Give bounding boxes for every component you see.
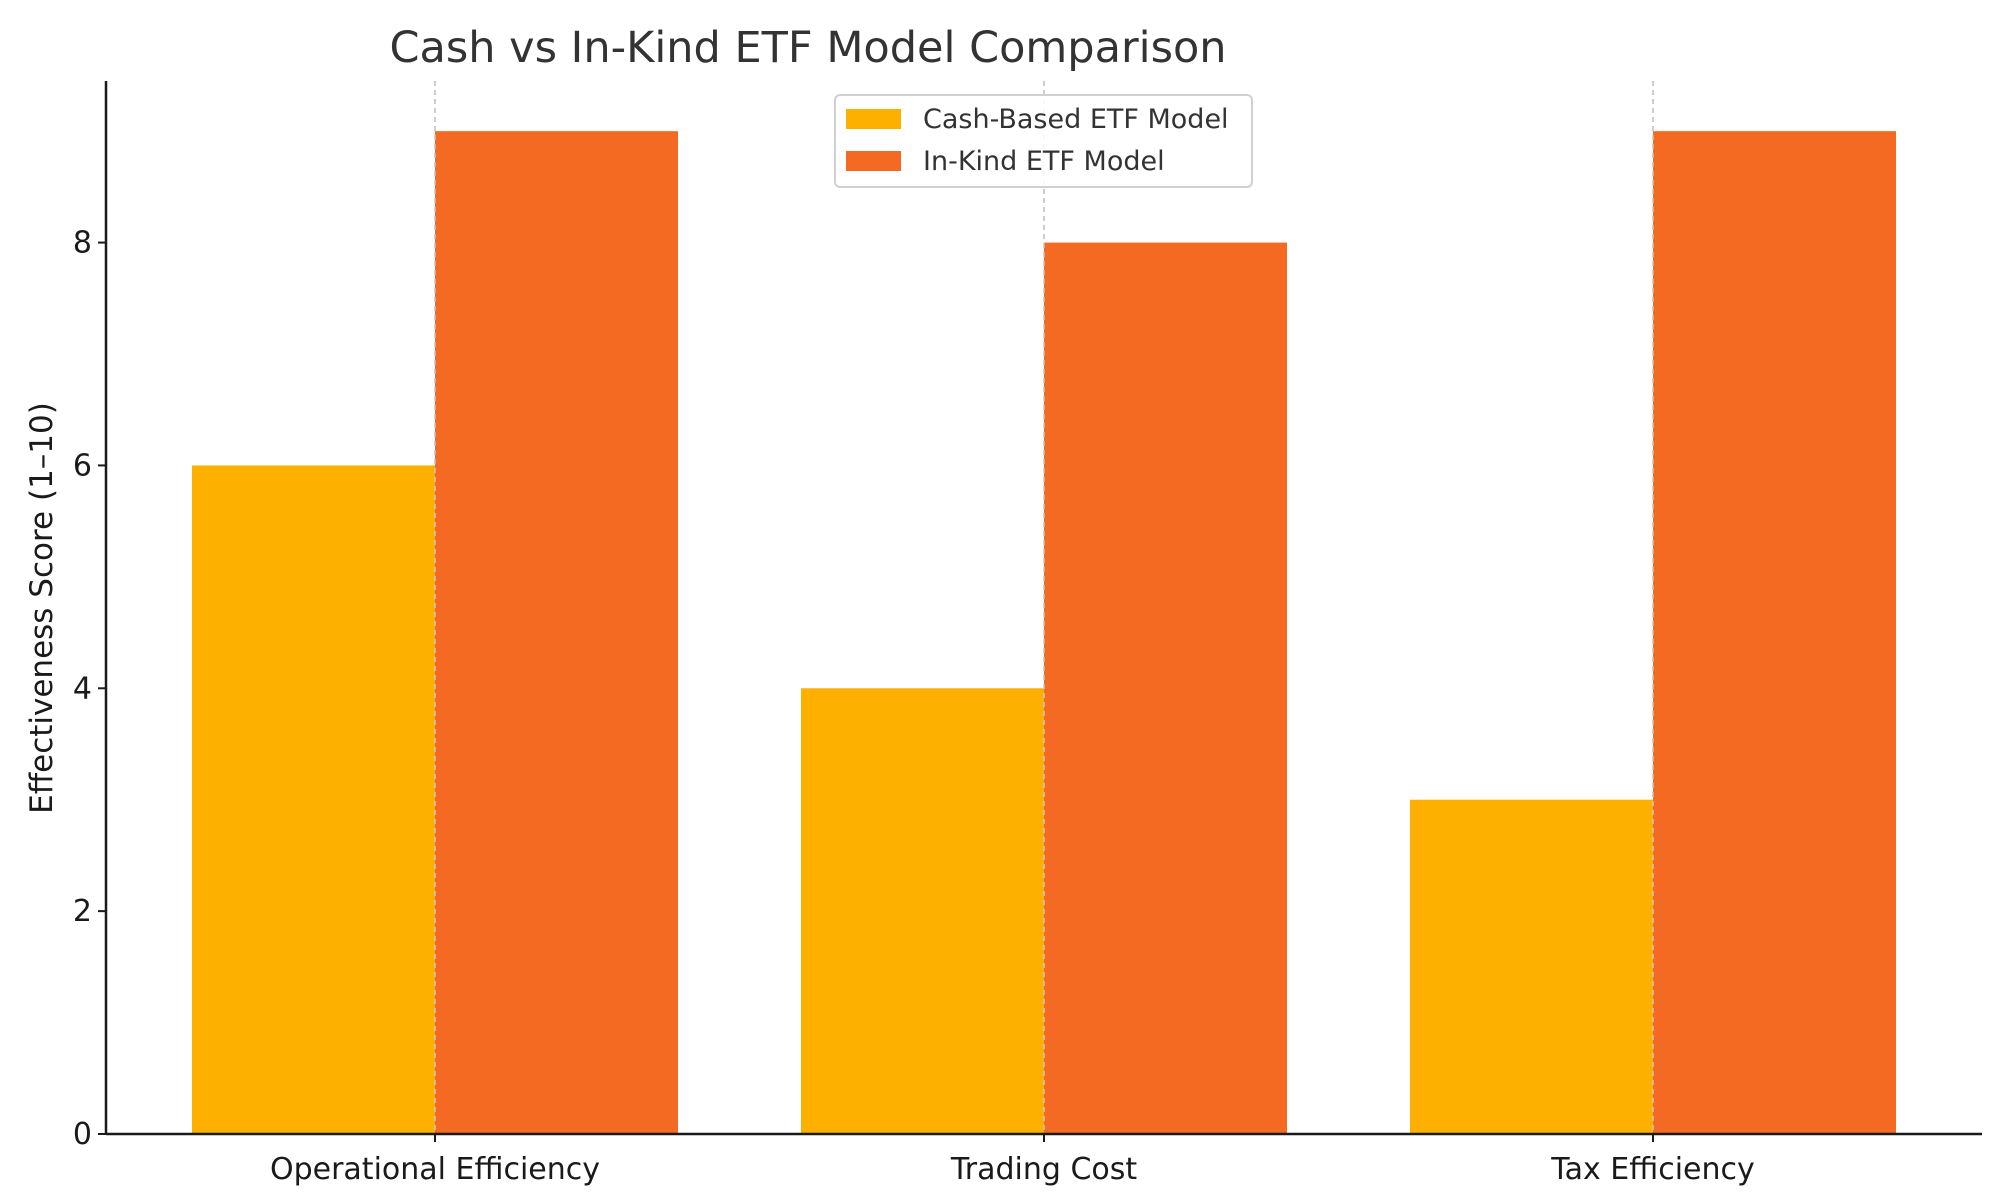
y-tick-label: 6 <box>73 448 92 483</box>
bars <box>192 81 1896 1135</box>
ticks: 0 2 4 6 8 Operational Efficiency Trading Cost T… <box>73 226 1755 1187</box>
chart-title: Cash vs In-Kind ETF Model Comparison <box>389 23 1226 73</box>
y-tick-label: 0 <box>73 1117 92 1152</box>
x-tick-label: Operational Efficiency <box>270 1152 600 1187</box>
bar-in-kind-trading-cost <box>1044 242 1287 1135</box>
bar-cash-operational-efficiency <box>192 465 435 1134</box>
bar-cash-trading-cost <box>801 688 1044 1134</box>
legend-swatch <box>846 151 901 171</box>
x-tick-label: Trading Cost <box>950 1152 1138 1187</box>
y-axis-label: Effectiveness Score (1–10) <box>24 402 60 814</box>
legend-frame <box>834 94 1253 188</box>
bar-in-kind-operational-efficiency <box>435 131 678 1135</box>
y-tick-label: 4 <box>73 671 92 706</box>
legend-label: In-Kind ETF Model <box>923 146 1165 177</box>
bar-in-kind-tax-efficiency <box>1653 131 1896 1135</box>
x-tick-label: Tax Efficiency <box>1550 1152 1755 1187</box>
y-tick-label: 2 <box>73 894 92 929</box>
legend-label: Cash-Based ETF Model <box>923 104 1229 135</box>
y-tick-label: 8 <box>73 226 92 261</box>
legend-swatch <box>846 109 901 129</box>
legend: Cash-Based ETF Model In-Kind ETF Model <box>834 94 1253 188</box>
bar-cash-tax-efficiency <box>1410 799 1653 1134</box>
